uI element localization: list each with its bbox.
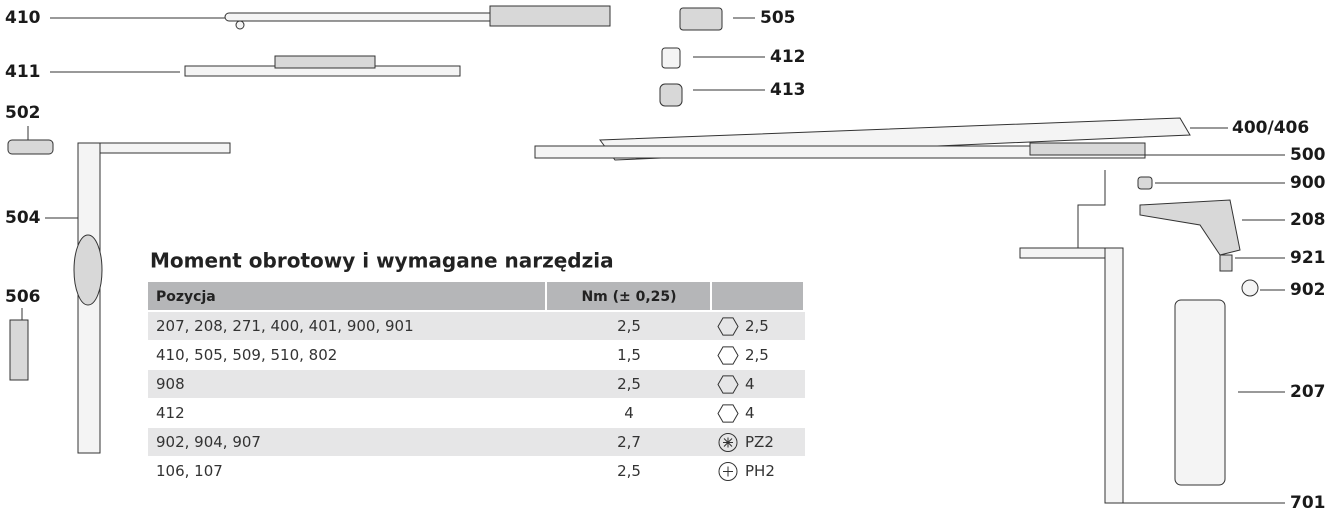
row-bg — [148, 370, 805, 398]
table-title: Moment obrotowy i wymagane narzędzia — [150, 249, 614, 273]
part-207 — [1175, 300, 1225, 485]
diagram: 410 411 502 504 506 505 412 413 400/406 500 900 208… — [0, 0, 1335, 517]
header-cell — [712, 282, 803, 310]
cell-text: 2,5 — [745, 346, 769, 364]
cell-text: 2,5 — [617, 462, 641, 480]
cell-text: 2,5 — [617, 375, 641, 393]
part-505 — [680, 8, 722, 30]
part-label: 921 — [1290, 248, 1326, 268]
cell-text: 1,5 — [617, 346, 641, 364]
row-bg — [148, 399, 805, 427]
cell-text: 106, 107 — [156, 462, 223, 480]
part-504-gear — [74, 235, 102, 305]
table: Moment obrotowy i wymagane narzędzia Pozy… — [148, 249, 805, 486]
part-label: 500 — [1290, 145, 1326, 165]
cell-text: 2,7 — [617, 433, 641, 451]
cell-text: 410, 505, 509, 510, 802 — [156, 346, 337, 364]
cell-text: 2,5 — [617, 317, 641, 335]
part-900 — [1138, 177, 1152, 189]
part-411-head — [275, 56, 375, 68]
part-label: 505 — [760, 8, 796, 28]
cell-text: 4 — [745, 404, 755, 422]
part-506 — [10, 320, 28, 380]
screw-icon — [723, 438, 733, 448]
part-412 — [662, 48, 680, 68]
part-label: 207 — [1290, 382, 1326, 402]
part-label: 900 — [1290, 173, 1326, 193]
header-text: Pozycja — [156, 289, 216, 305]
part-921 — [1220, 255, 1232, 271]
cell-text: PH2 — [745, 462, 775, 480]
part-413 — [660, 84, 682, 106]
part-410-head — [490, 6, 610, 26]
part-701 — [1105, 248, 1123, 503]
part-410-pin — [236, 21, 244, 29]
cell-text: 908 — [156, 375, 185, 393]
part-label: 410 — [5, 8, 41, 28]
part-label: 412 — [770, 47, 806, 67]
part-502 — [8, 140, 53, 154]
part-label: 413 — [770, 80, 806, 100]
cell-text: 4 — [624, 404, 634, 422]
part-label: 502 — [5, 103, 41, 123]
part-902 — [1242, 280, 1258, 296]
part-label: 400/406 — [1232, 118, 1309, 138]
guide-line — [1078, 170, 1105, 248]
cell-text: 4 — [745, 375, 755, 393]
part-label: 411 — [5, 62, 41, 82]
part-label: 902 — [1290, 280, 1326, 300]
part-208 — [1140, 200, 1240, 255]
cell-text: 207, 208, 271, 400, 401, 900, 901 — [156, 317, 414, 335]
part-500 — [1030, 143, 1145, 155]
row-bg — [148, 457, 805, 485]
cell-text: 902, 904, 907 — [156, 433, 261, 451]
part-label: 701 — [1290, 493, 1326, 513]
cell-text: 412 — [156, 404, 185, 422]
cell-text: 2,5 — [745, 317, 769, 335]
part-label: 506 — [5, 287, 41, 307]
header-text: Nm (± 0,25) — [581, 289, 676, 305]
cell-text: PZ2 — [745, 433, 774, 451]
part-504-top — [80, 143, 230, 153]
part-label: 504 — [5, 208, 41, 228]
part-label: 208 — [1290, 210, 1326, 230]
